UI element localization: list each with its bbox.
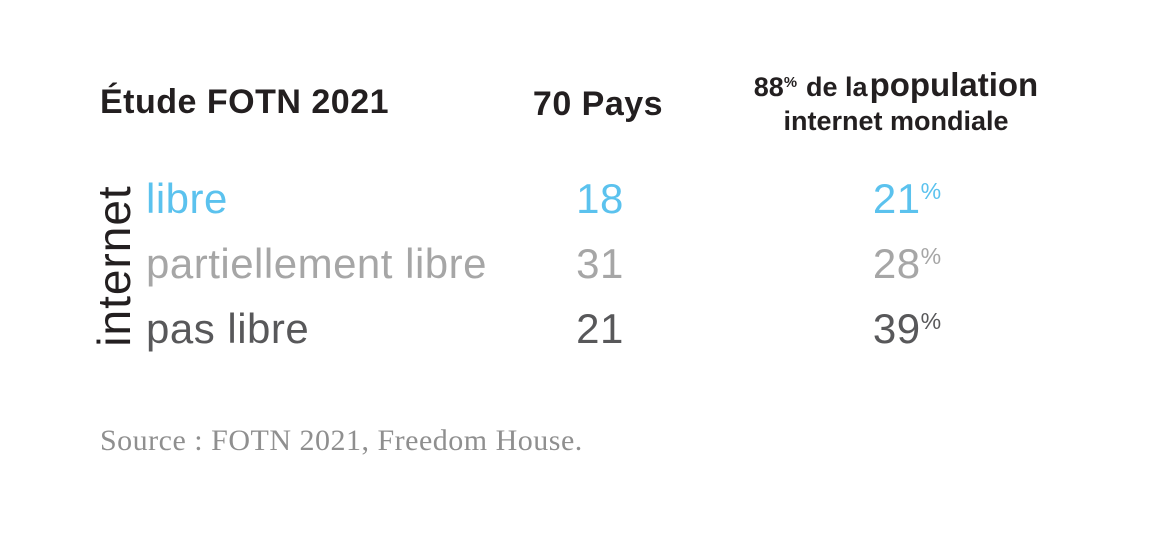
- population-header-mid: de la: [806, 72, 868, 102]
- table-header-study: Étude FOTN 2021: [100, 83, 390, 121]
- percent-sign: %: [920, 308, 942, 335]
- row-libre-label: libre: [146, 175, 228, 222]
- source-note: Source : FOTN 2021, Freedom House.: [100, 424, 583, 457]
- row-group-label-internet: internet: [88, 185, 140, 347]
- row-libre-percent: 21%: [822, 178, 992, 220]
- percent-sign: %: [920, 178, 942, 205]
- row-pas-libre-count: 21: [576, 305, 624, 352]
- population-header-word: population: [869, 66, 1039, 103]
- table-header-population: 88% de lapopulation internet mondiale: [696, 66, 1096, 137]
- population-share-value: 88: [753, 72, 784, 102]
- row-partiellement-libre-label: partiellement libre: [146, 240, 487, 287]
- row-partiellement-libre-percent-value: 28: [872, 240, 921, 287]
- row-pas-libre-label: pas libre: [146, 305, 310, 352]
- population-header-line2: internet mondiale: [783, 105, 1009, 136]
- population-header-line1: 88% de lapopulation: [696, 66, 1096, 104]
- row-partiellement-libre-count: 31: [576, 240, 624, 287]
- row-libre-count: 18: [576, 175, 624, 222]
- percent-sign: %: [783, 75, 798, 92]
- row-libre-percent-value: 21: [872, 175, 921, 222]
- row-partiellement-libre-percent: 28%: [822, 243, 992, 285]
- percent-sign: %: [920, 243, 942, 270]
- row-pas-libre-percent: 39%: [822, 308, 992, 350]
- table-header-countries: 70 Pays: [532, 85, 664, 123]
- row-pas-libre-percent-value: 39: [872, 305, 921, 352]
